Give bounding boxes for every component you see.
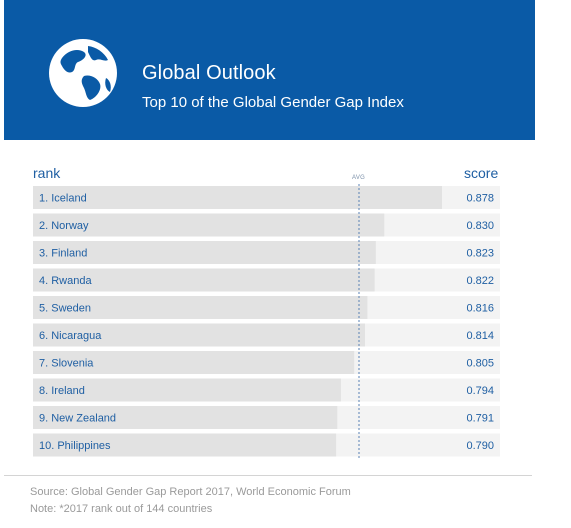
bar [33,213,385,237]
page-subtitle: Top 10 of the Global Gender Gap Index [142,94,404,111]
bar [33,296,368,319]
avg-label: AVG [352,175,366,181]
header-banner: Global Outlook Top 10 of the Global Gend… [4,0,535,140]
value-label: 0.794 [466,385,494,397]
value-label: 0.822 [466,275,494,287]
bar [33,323,365,347]
note-text: Note: *2017 rank out of 144 countries [30,503,213,515]
category-label: 4. Rwanda [39,275,92,287]
category-label: 1. Iceland [39,193,87,205]
page-title: Global Outlook [142,62,276,84]
value-label: 0.805 [466,358,494,370]
globe-icon [49,39,117,107]
value-label: 0.814 [466,330,494,342]
category-label: 9. New Zealand [39,413,116,425]
bar [33,406,338,429]
rank-column-header: rank [33,165,61,181]
category-label: 8. Ireland [39,385,85,397]
value-label: 0.790 [466,440,494,452]
bar [33,378,341,402]
bar [33,433,337,457]
bar [33,241,376,264]
value-label: 0.823 [466,248,494,260]
bar [33,268,375,292]
category-label: 5. Sweden [39,303,91,315]
score-column-header: score [464,165,499,181]
value-label: 0.816 [466,303,494,315]
value-label: 0.791 [466,413,494,425]
value-label: 0.878 [466,193,494,205]
category-label: 3. Finland [39,248,87,260]
category-label: 7. Slovenia [39,358,94,370]
source-text: Source: Global Gender Gap Report 2017, W… [30,486,351,498]
category-label: 2. Norway [39,220,89,232]
bar [33,351,355,374]
value-label: 0.830 [466,220,494,232]
category-label: 6. Nicaragua [39,330,102,342]
bar [33,186,442,209]
footer-divider [4,475,532,476]
category-label: 10. Philippines [39,440,111,452]
